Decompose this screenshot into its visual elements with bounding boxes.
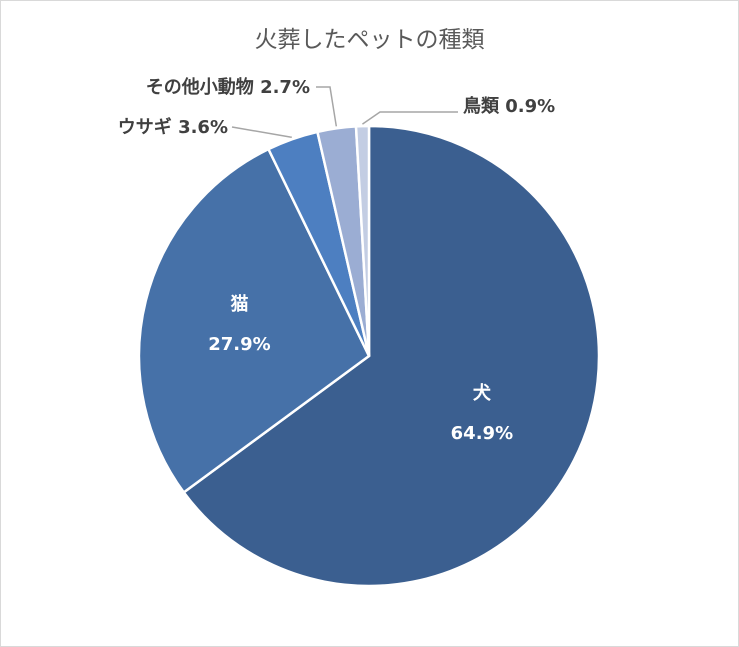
slice-value-label: 64.9%	[451, 423, 513, 444]
slice-category-label: 猫	[230, 293, 248, 315]
slice-value-label: 27.9%	[208, 334, 270, 355]
slice-data-label: その他小動物 2.7%	[146, 76, 310, 98]
slice-data-label: 鳥類 0.9%	[463, 95, 555, 117]
leader-line	[231, 126, 292, 138]
chart-title: 火葬したペットの種類	[254, 27, 485, 53]
slice-category-label: 犬	[473, 382, 492, 404]
pie-slice	[354, 124, 371, 358]
leader-line	[362, 111, 458, 125]
leader-line	[316, 86, 338, 127]
slice-data-label: ウサギ 3.6%	[118, 117, 228, 138]
pie-slice	[182, 124, 601, 588]
pie-slice	[137, 147, 371, 494]
